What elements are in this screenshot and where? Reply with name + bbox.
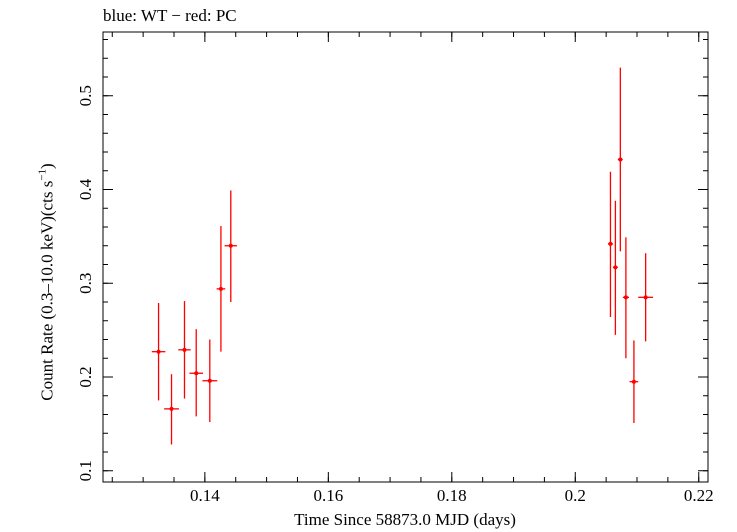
data-point — [617, 67, 623, 252]
plot-frame — [102, 31, 709, 483]
data-point — [178, 301, 191, 399]
point-marker — [218, 286, 223, 291]
point-marker — [207, 378, 212, 383]
tick-labels: 0.14 0.16 0.18 0.2 0.22 0.1 0.2 0.3 0.4 0.5 — [76, 85, 714, 505]
data-point — [164, 374, 179, 445]
x-axis-label: Time Since 58873.0 MJD (days) — [294, 510, 516, 529]
point-marker — [631, 379, 636, 384]
x-tick-label: 0.16 — [313, 486, 343, 505]
point-marker — [182, 347, 187, 352]
y-tick-label: 0.2 — [76, 366, 95, 387]
data-point — [607, 171, 613, 317]
x-tick-label: 0.22 — [684, 486, 714, 505]
data-point — [151, 302, 166, 401]
data-points — [151, 67, 654, 445]
y-tick-label: 0.4 — [76, 178, 95, 200]
data-point — [202, 339, 218, 422]
point-marker — [194, 371, 199, 376]
data-point — [622, 237, 629, 359]
y-axis-label-suffix: ) — [37, 163, 57, 169]
y-tick-label: 0.3 — [76, 273, 95, 294]
x-tick-label: 0.14 — [190, 486, 220, 505]
point-marker — [608, 241, 613, 246]
data-point — [189, 329, 204, 417]
data-point — [224, 190, 237, 302]
x-tick-label: 0.2 — [565, 486, 586, 505]
data-point — [638, 253, 654, 342]
point-marker — [169, 406, 174, 411]
data-point — [612, 200, 618, 335]
x-tick-label: 0.18 — [437, 486, 467, 505]
point-marker — [613, 265, 618, 270]
y-axis-label-exponent: −1 — [36, 168, 49, 181]
axis-ticks — [103, 32, 708, 482]
chart-title: blue: WT − red: PC — [103, 6, 237, 25]
y-axis-label: Count Rate (0.3–10.0 keV)(cts s−1) — [37, 163, 58, 400]
point-marker — [618, 157, 623, 162]
y-axis-label-prefix: Count Rate (0.3–10.0 keV)(cts s — [37, 180, 57, 401]
data-point — [629, 340, 639, 423]
y-tick-label: 0.1 — [76, 460, 95, 481]
y-tick-label: 0.5 — [76, 85, 95, 106]
data-point — [216, 226, 226, 352]
point-marker — [156, 349, 161, 354]
point-marker — [623, 295, 628, 300]
point-marker — [643, 295, 648, 300]
point-marker — [228, 243, 233, 248]
